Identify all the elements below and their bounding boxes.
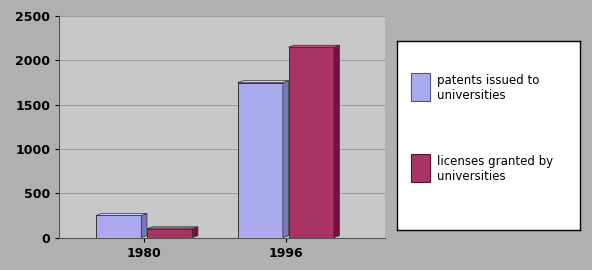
Polygon shape	[334, 45, 339, 238]
Bar	[237, 83, 283, 238]
Bar	[288, 47, 334, 238]
Polygon shape	[237, 81, 288, 83]
Polygon shape	[96, 214, 147, 215]
Polygon shape	[283, 81, 288, 238]
Polygon shape	[288, 45, 339, 47]
Bar	[147, 229, 192, 238]
Text: licenses granted by
universities: licenses granted by universities	[437, 155, 553, 183]
Bar	[96, 215, 141, 238]
Polygon shape	[147, 227, 198, 229]
Bar	[411, 154, 430, 182]
Polygon shape	[192, 227, 198, 238]
Bar	[411, 73, 430, 101]
Polygon shape	[141, 214, 147, 238]
Text: patents issued to
universities: patents issued to universities	[437, 74, 539, 102]
